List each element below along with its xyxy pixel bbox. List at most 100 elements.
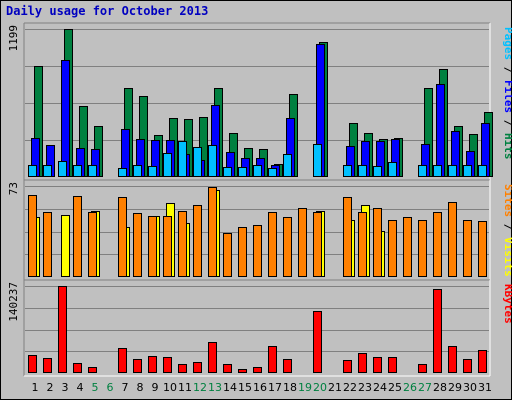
bar-pages-day-14 [223,167,232,177]
legend-item-/: / [502,60,512,80]
legend-visits: Sites / Visits [502,184,512,277]
x-tick-day-8: 8 [137,381,144,394]
x-tick-day-15: 15 [238,381,252,394]
bar-pages-day-16 [253,165,262,177]
x-tick-day-13: 13 [208,381,222,394]
bar-kbytes-day-15 [238,369,247,373]
bar-sites-day-19 [298,208,307,277]
panel-visits: 73 Sites / Visits [7,179,512,281]
legend-item-sites: Sites [502,184,512,217]
bar-pages-day-15 [238,167,247,177]
bar-kbytes-day-9 [148,356,157,373]
x-tick-day-3: 3 [62,381,69,394]
bar-kbytes-day-3 [58,286,67,373]
bar-sites-day-18 [283,217,292,277]
bar-kbytes-day-25 [388,357,397,373]
legend-hits: Pages / Files / Hits [502,27,512,160]
bar-sites-day-1 [28,195,37,277]
x-tick-day-23: 23 [358,381,372,394]
x-tick-day-28: 28 [433,381,447,394]
x-tick-day-20: 20 [313,381,327,394]
bar-sites-day-17 [268,212,277,277]
bar-kbytes-day-7 [118,348,127,373]
x-tick-day-29: 29 [448,381,462,394]
bar-pages-day-28 [433,165,442,177]
x-tick-day-5: 5 [92,381,99,394]
bar-kbytes-day-30 [463,359,472,373]
legend-item-kbytes: KBytes [502,284,512,324]
chart-title: Daily usage for October 2013 [6,4,208,18]
bar-kbytes-day-28 [433,289,442,373]
bar-sites-day-10 [163,216,172,277]
bar-pages-day-11 [178,141,187,177]
bar-kbytes-day-17 [268,346,277,373]
bar-pages-day-23 [358,165,367,177]
x-tick-day-4: 4 [77,381,84,394]
bar-sites-day-20 [313,212,322,277]
x-tick-day-10: 10 [163,381,177,394]
x-tick-day-30: 30 [463,381,477,394]
bar-kbytes-day-10 [163,357,172,373]
legend-item-files: Files [502,80,512,113]
bar-sites-day-14 [223,233,232,277]
bar-kbytes-day-1 [28,355,37,373]
x-tick-day-14: 14 [223,381,237,394]
bar-sites-day-15 [238,227,247,277]
bar-kbytes-day-29 [448,346,457,373]
bar-sites-day-31 [478,221,487,277]
x-tick-day-31: 31 [478,381,492,394]
bar-visits-day-3 [61,215,70,277]
legend-item-pages: Pages [502,27,512,60]
bar-kbytes-day-20 [313,311,322,373]
x-tick-day-2: 2 [47,381,54,394]
bar-pages-day-5 [88,165,97,177]
bar-sites-day-30 [463,220,472,277]
bar-kbytes-day-23 [358,353,367,373]
bar-kbytes-day-24 [373,357,382,373]
x-tick-day-27: 27 [418,381,432,394]
y-max-label-kbytes: 140237 [7,282,20,322]
x-tick-day-7: 7 [122,381,129,394]
bar-sites-day-25 [388,220,397,277]
bar-pages-day-4 [73,165,82,177]
x-tick-day-22: 22 [343,381,357,394]
bar-files-day-3 [61,60,70,177]
bar-kbytes-day-22 [343,360,352,373]
bar-kbytes-day-31 [478,350,487,373]
bar-pages-day-29 [448,165,457,177]
bar-sites-day-26 [403,217,412,277]
bar-kbytes-day-5 [88,367,97,373]
x-tick-day-9: 9 [152,381,159,394]
bar-kbytes-day-27 [418,364,427,373]
y-max-label-hits: 1199 [7,25,20,52]
legend-item-/: / [502,113,512,133]
x-tick-day-11: 11 [178,381,192,394]
x-tick-day-16: 16 [253,381,267,394]
bar-kbytes-day-18 [283,359,292,373]
legend-item-hits: Hits [502,133,512,160]
bar-sites-day-27 [418,220,427,277]
x-tick-day-12: 12 [193,381,207,394]
bar-sites-day-8 [133,213,142,277]
bar-sites-day-7 [118,197,127,277]
bar-pages-day-27 [418,165,427,177]
bar-kbytes-day-13 [208,342,217,373]
bar-pages-day-9 [148,166,157,177]
bar-sites-day-12 [193,205,202,277]
bar-kbytes-day-4 [73,363,82,373]
panel-kbytes: 140237 KBytes [7,279,512,377]
bar-pages-day-24 [373,166,382,177]
y-max-label-visits: 73 [7,182,20,195]
bar-pages-day-18 [283,154,292,177]
bar-pages-day-8 [133,165,142,177]
legend-item-/: / [502,217,512,237]
x-tick-day-21: 21 [328,381,342,394]
bar-sites-day-2 [43,212,52,277]
bar-pages-day-7 [118,168,127,177]
bar-kbytes-day-12 [193,362,202,373]
bar-pages-day-20 [313,144,322,177]
x-tick-day-19: 19 [298,381,312,394]
x-tick-day-24: 24 [373,381,387,394]
x-tick-day-26: 26 [403,381,417,394]
bar-pages-day-22 [343,165,352,177]
